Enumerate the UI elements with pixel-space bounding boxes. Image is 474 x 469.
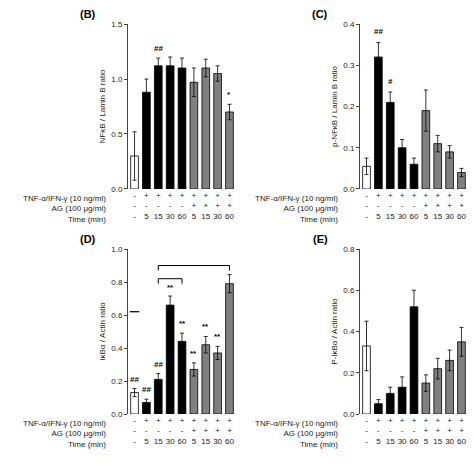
svg-text:+-5: +-5 xyxy=(376,191,381,221)
svg-text:##: ## xyxy=(154,360,163,369)
svg-text:p-NFκB / Lamin B ratio: p-NFκB / Lamin B ratio xyxy=(330,65,339,146)
svg-text:##: ## xyxy=(130,375,139,384)
svg-text:++60: ++60 xyxy=(457,416,466,446)
svg-text:++30: ++30 xyxy=(445,191,454,221)
svg-text:1.0: 1.0 xyxy=(111,75,123,84)
svg-text:**: ** xyxy=(167,283,174,292)
svg-text:0.0: 0.0 xyxy=(343,410,355,419)
svg-text:#: # xyxy=(388,77,393,86)
svg-text:0.3: 0.3 xyxy=(343,61,355,70)
svg-text:++30: ++30 xyxy=(445,416,454,446)
svg-text:TNF-α/IFN-γ (10 ng/ml)AG (100: TNF-α/IFN-γ (10 ng/ml)AG (100 μg/ml)Time… xyxy=(23,419,106,449)
svg-text:++5: ++5 xyxy=(424,191,429,221)
svg-text:(B): (B) xyxy=(80,8,96,20)
svg-text:##: ## xyxy=(374,27,383,36)
svg-text:**: ** xyxy=(214,332,221,341)
svg-text:++5: ++5 xyxy=(424,416,429,446)
svg-text:**: ** xyxy=(202,322,209,331)
svg-text:+-30: +-30 xyxy=(166,191,175,221)
svg-text:TNF-α/IFN-γ (10 ng/ml)AG (100: TNF-α/IFN-γ (10 ng/ml)AG (100 μg/ml)Time… xyxy=(23,194,106,224)
svg-text:+-15: +-15 xyxy=(154,416,163,446)
svg-text:0.2: 0.2 xyxy=(343,369,355,378)
svg-text:0.8: 0.8 xyxy=(111,278,123,287)
svg-text:+-60: +-60 xyxy=(178,191,187,221)
svg-text:(D): (D) xyxy=(80,233,96,245)
svg-text:##: ## xyxy=(154,44,163,53)
svg-text:+-30: +-30 xyxy=(398,416,407,446)
svg-text:##: ## xyxy=(142,385,151,394)
svg-text:++60: ++60 xyxy=(457,191,466,221)
svg-text:+-15: +-15 xyxy=(386,416,395,446)
svg-text:++30: ++30 xyxy=(213,416,222,446)
svg-text:P-IκBα / Actin ratio: P-IκBα / Actin ratio xyxy=(330,298,339,365)
svg-text:0.6: 0.6 xyxy=(111,311,123,320)
svg-text:0.4: 0.4 xyxy=(343,327,355,336)
svg-text:++15: ++15 xyxy=(433,416,442,446)
svg-text:++60: ++60 xyxy=(225,191,234,221)
svg-text:0.5: 0.5 xyxy=(111,130,123,139)
svg-text:+-60: +-60 xyxy=(410,416,419,446)
svg-text:+-5: +-5 xyxy=(144,416,149,446)
svg-text:++15: ++15 xyxy=(201,416,210,446)
svg-text:++5: ++5 xyxy=(192,416,197,446)
svg-text:*: * xyxy=(227,90,231,99)
svg-text:---: --- xyxy=(133,416,136,446)
svg-text:0.6: 0.6 xyxy=(343,286,355,295)
svg-text:+-15: +-15 xyxy=(386,191,395,221)
svg-text:++60: ++60 xyxy=(225,416,234,446)
svg-text:+-30: +-30 xyxy=(398,191,407,221)
svg-text:+-5: +-5 xyxy=(376,416,381,446)
svg-text:+-5: +-5 xyxy=(144,191,149,221)
svg-text:---: --- xyxy=(133,191,136,221)
svg-text:0.1: 0.1 xyxy=(343,144,355,153)
svg-text:0.0: 0.0 xyxy=(111,410,123,419)
svg-text:(E): (E) xyxy=(313,233,328,245)
svg-text:IκBα / Actin ratio: IκBα / Actin ratio xyxy=(98,302,107,361)
svg-text:0.0: 0.0 xyxy=(111,185,123,194)
svg-text:0.0: 0.0 xyxy=(343,185,355,194)
svg-text:0.8: 0.8 xyxy=(343,245,355,254)
svg-text:(C): (C) xyxy=(312,8,328,20)
svg-text:TNF-α/IFN-γ (10 ng/ml)AG (100: TNF-α/IFN-γ (10 ng/ml)AG (100 μg/ml)Time… xyxy=(255,194,338,224)
svg-text:0.4: 0.4 xyxy=(111,344,123,353)
svg-text:+-15: +-15 xyxy=(154,191,163,221)
svg-text:+-30: +-30 xyxy=(166,416,175,446)
svg-text:+-60: +-60 xyxy=(410,191,419,221)
svg-text:---: --- xyxy=(365,191,368,221)
svg-text:1.0: 1.0 xyxy=(111,245,123,254)
svg-text:**: ** xyxy=(190,349,197,358)
svg-text:TNF-α/IFN-γ (10 ng/ml)AG (100: TNF-α/IFN-γ (10 ng/ml)AG (100 μg/ml)Time… xyxy=(255,419,338,449)
svg-text:0.2: 0.2 xyxy=(111,377,123,386)
svg-text:0.4: 0.4 xyxy=(343,20,355,29)
svg-text:++15: ++15 xyxy=(433,191,442,221)
svg-text:1.5: 1.5 xyxy=(111,20,123,29)
svg-text:NFκB / Lamin B ratio: NFκB / Lamin B ratio xyxy=(98,69,107,143)
svg-text:0.2: 0.2 xyxy=(343,102,355,111)
svg-text:+-60: +-60 xyxy=(178,416,187,446)
svg-text:++15: ++15 xyxy=(201,191,210,221)
svg-text:**: ** xyxy=(179,319,186,328)
svg-text:++30: ++30 xyxy=(213,191,222,221)
svg-text:---: --- xyxy=(365,416,368,446)
svg-text:++5: ++5 xyxy=(192,191,197,221)
